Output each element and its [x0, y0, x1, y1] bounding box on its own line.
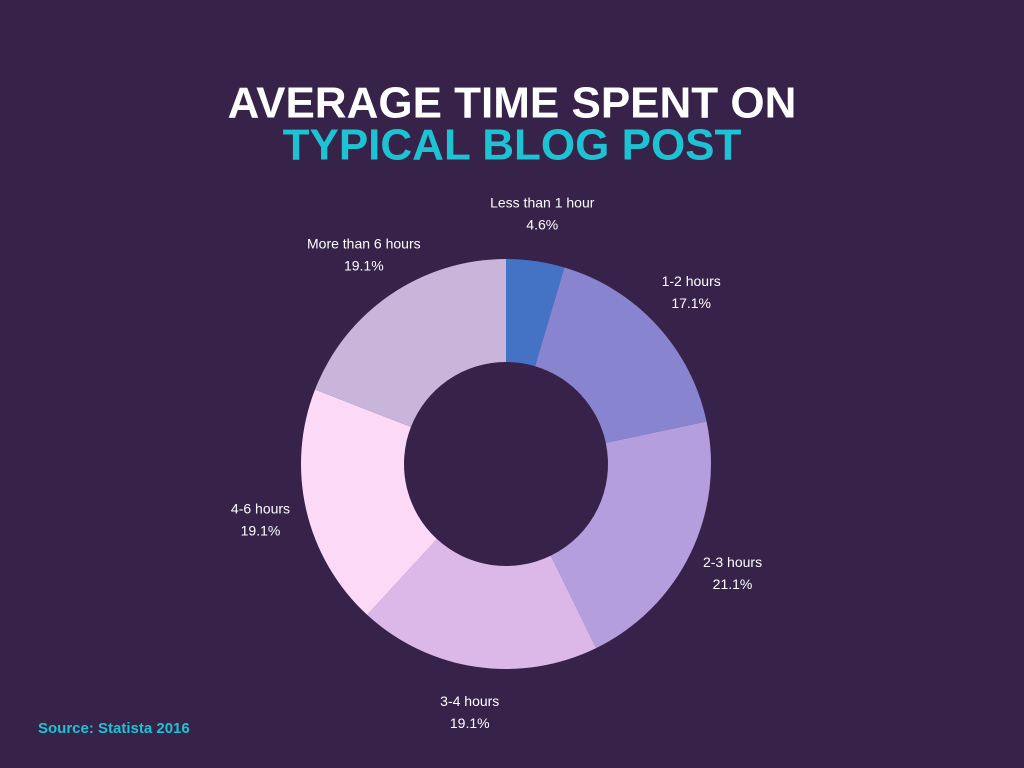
slice-label: 1-2 hours	[662, 273, 721, 289]
slice-label: 2-3 hours	[703, 554, 762, 570]
slice-value-label: 4.6%	[526, 216, 558, 232]
slice-label: More than 6 hours	[307, 236, 421, 252]
slice-label: 4-6 hours	[231, 501, 290, 517]
slice-value-label: 19.1%	[241, 523, 281, 539]
slice-value-label: 21.1%	[713, 576, 753, 592]
donut-slice	[315, 259, 506, 427]
chart-title: AVERAGE TIME SPENT ON	[228, 79, 797, 128]
source: Source: Statista 2016	[38, 720, 190, 737]
slice-value-label: 17.1%	[671, 295, 711, 311]
slice-label: Less than 1 hour	[490, 194, 595, 210]
slice-value-label: 19.1%	[450, 715, 490, 731]
donut-slice	[300, 389, 437, 615]
slice-value-label: 19.1%	[344, 258, 384, 274]
chart-title: TYPICAL BLOG POST	[283, 121, 742, 170]
donut-slice	[506, 259, 565, 367]
donut-slice	[535, 267, 707, 443]
slice-label: 3-4 hours	[440, 693, 499, 709]
donut-slice	[550, 421, 711, 649]
donut-slice	[367, 539, 597, 670]
